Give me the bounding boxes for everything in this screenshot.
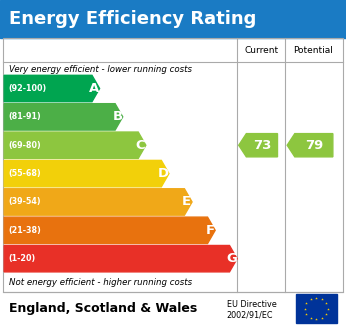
- Text: Not energy efficient - higher running costs: Not energy efficient - higher running co…: [9, 278, 192, 287]
- Text: (69-80): (69-80): [8, 141, 41, 150]
- Polygon shape: [4, 189, 192, 215]
- Polygon shape: [4, 245, 237, 272]
- Text: (1-20): (1-20): [8, 254, 36, 263]
- Polygon shape: [4, 160, 169, 187]
- Polygon shape: [239, 134, 277, 157]
- Text: F: F: [205, 224, 215, 237]
- Text: 2002/91/EC: 2002/91/EC: [227, 311, 273, 319]
- Text: E: E: [182, 196, 191, 208]
- Text: (81-91): (81-91): [8, 112, 41, 121]
- Polygon shape: [4, 104, 123, 130]
- Text: 73: 73: [253, 139, 271, 152]
- Text: B: B: [112, 111, 122, 123]
- Polygon shape: [4, 217, 215, 244]
- Text: C: C: [136, 139, 145, 152]
- Text: (21-38): (21-38): [8, 226, 41, 235]
- Text: Current: Current: [244, 46, 278, 55]
- Text: England, Scotland & Wales: England, Scotland & Wales: [9, 302, 197, 315]
- Bar: [0, 0, 346, 38]
- Text: Potential: Potential: [293, 46, 333, 55]
- Polygon shape: [287, 134, 333, 157]
- Text: Energy Efficiency Rating: Energy Efficiency Rating: [9, 10, 256, 28]
- Text: (39-54): (39-54): [8, 198, 41, 206]
- Text: G: G: [226, 252, 237, 265]
- Text: Very energy efficient - lower running costs: Very energy efficient - lower running co…: [9, 65, 192, 74]
- Text: A: A: [89, 82, 99, 95]
- Text: D: D: [158, 167, 169, 180]
- Polygon shape: [4, 75, 100, 102]
- Bar: [3, 38, 343, 292]
- Text: (92-100): (92-100): [8, 84, 47, 93]
- Text: (55-68): (55-68): [8, 169, 41, 178]
- Text: 79: 79: [305, 139, 323, 152]
- Bar: [296, 294, 337, 323]
- Polygon shape: [4, 132, 146, 158]
- Text: EU Directive: EU Directive: [227, 300, 276, 309]
